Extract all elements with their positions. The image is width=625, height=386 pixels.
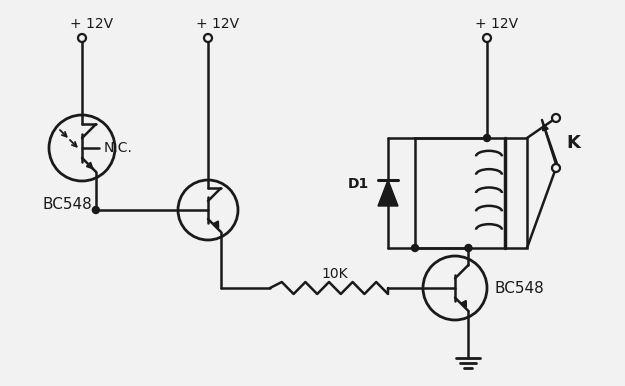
Circle shape xyxy=(92,207,99,213)
Bar xyxy=(415,138,527,248)
Text: + 12V: + 12V xyxy=(475,17,518,31)
Circle shape xyxy=(484,134,491,142)
Circle shape xyxy=(465,244,472,252)
Text: BC548: BC548 xyxy=(42,197,92,212)
Circle shape xyxy=(552,164,560,172)
Circle shape xyxy=(204,34,212,42)
Text: D1: D1 xyxy=(348,177,369,191)
Circle shape xyxy=(552,114,560,122)
Circle shape xyxy=(411,244,419,252)
Text: + 12V: + 12V xyxy=(70,17,113,31)
Text: K: K xyxy=(566,134,580,152)
Circle shape xyxy=(78,34,86,42)
Text: BC548: BC548 xyxy=(495,281,545,296)
Text: + 12V: + 12V xyxy=(196,17,239,31)
Circle shape xyxy=(483,34,491,42)
Text: N.C.: N.C. xyxy=(104,141,132,155)
Text: 10K: 10K xyxy=(321,267,348,281)
Polygon shape xyxy=(378,180,398,206)
